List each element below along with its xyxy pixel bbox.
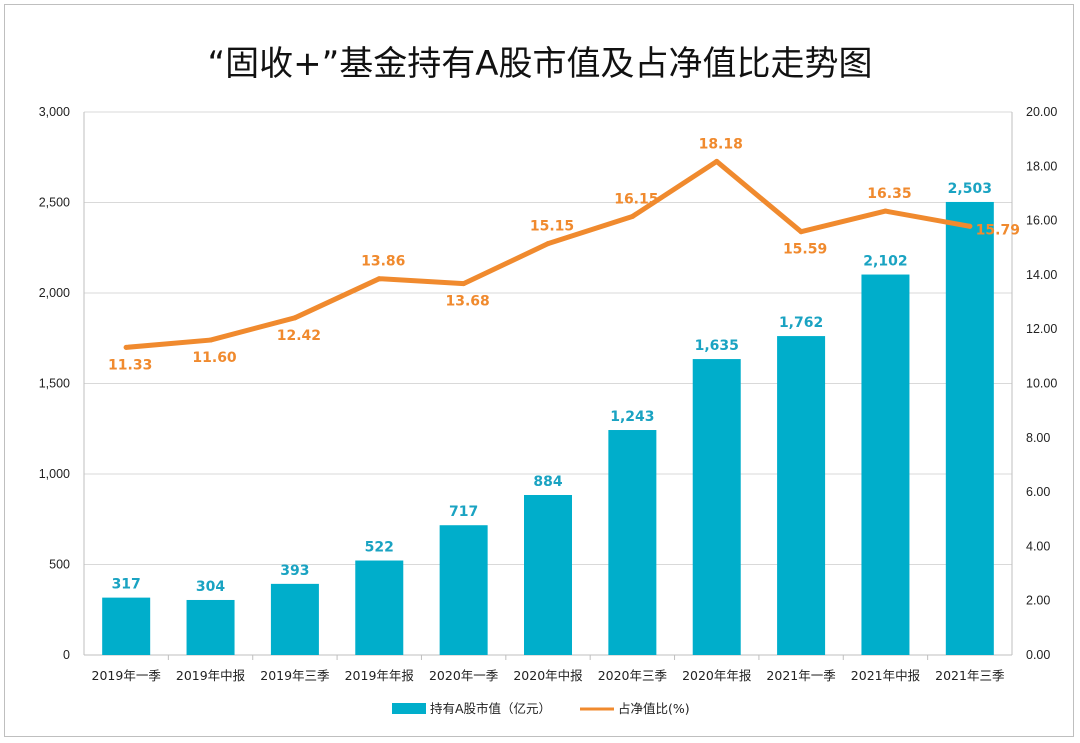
bar-data-label: 717 [449,504,478,520]
x-tick-label: 2019年中报 [176,668,246,683]
y-left-tick-label: 3,000 [39,105,70,119]
bar-data-label: 2,503 [948,181,992,197]
bar-data-label: 304 [196,579,225,595]
line-point [714,158,720,164]
legend-bar-label: 持有A股市值（亿元） [430,701,551,716]
line-data-label: 15.79 [976,222,1020,238]
y-left-tick-label: 2,500 [39,196,70,210]
bar [102,597,151,655]
line-point [376,276,382,282]
y-left-tick-label: 2,000 [39,286,70,300]
line-point [545,241,551,247]
line-point [208,337,214,343]
x-tick-label: 2020年三季 [598,668,668,683]
line-point [798,229,804,235]
line-data-label: 18.18 [699,136,743,152]
bar [692,359,741,655]
line-data-label: 12.42 [277,328,321,344]
line-data-label: 11.60 [192,350,237,366]
y-right-tick-label: 14.00 [1026,268,1057,282]
y-left-tick-label: 500 [49,558,70,572]
y-left-tick-label: 1,500 [39,377,70,391]
line-data-label: 16.15 [614,192,658,208]
line-point [629,214,635,220]
y-left-tick-label: 1,000 [39,467,70,481]
chart-title: “固收+”基金持有A股市值及占净值比走势图 [207,44,873,84]
x-tick-label: 2019年年报 [345,668,415,683]
bar-data-label: 1,635 [695,338,739,354]
line-data-label: 16.35 [867,186,911,202]
y-right-tick-label: 16.00 [1026,214,1057,228]
bar [945,201,994,655]
bar-data-label: 884 [533,474,562,490]
line-point [882,208,888,214]
bar [777,336,826,655]
bar [355,560,404,655]
bar-data-label: 393 [280,563,309,579]
bar-data-label: 1,243 [610,409,654,425]
x-tick-label: 2021年三季 [935,668,1005,683]
legend-bar-swatch [392,703,426,714]
x-tick-label: 2021年中报 [851,668,921,683]
line-series [123,158,973,350]
bar [270,583,319,655]
y-right-tick-label: 0.00 [1026,648,1050,662]
line-point [292,315,298,321]
line-data-label: 11.33 [108,357,152,373]
x-tick-label: 2019年一季 [92,668,162,683]
x-tick-label: 2020年中报 [513,668,583,683]
bar [608,430,657,655]
x-tick-label: 2021年一季 [766,668,836,683]
y-right-tick-label: 18.00 [1026,159,1057,173]
bar [524,494,572,655]
y-right-tick-label: 10.00 [1026,377,1057,391]
line-point [461,281,467,287]
line-data-label: 13.68 [445,294,489,310]
y-right-tick-label: 12.00 [1026,322,1057,336]
line-data-label: 15.59 [783,242,827,258]
bar-data-label: 317 [112,577,141,593]
x-tick-label: 2020年年报 [682,668,752,683]
y-right-tick-label: 20.00 [1026,105,1057,119]
legend-line-label: 占净值比(%) [618,701,690,716]
bar [186,599,235,655]
line-point [967,223,973,229]
line-point [123,344,129,350]
bar [439,525,488,655]
y-right-tick-label: 2.00 [1026,594,1050,608]
y-left-tick-label: 0 [63,648,70,662]
x-tick-label: 2020年一季 [429,668,499,683]
bar-data-label: 1,762 [779,315,823,331]
x-tick-label: 2019年三季 [260,668,330,683]
y-right-tick-label: 6.00 [1026,485,1050,499]
line-data-label: 15.15 [530,219,574,235]
bar [861,274,910,655]
line-data-label: 13.86 [361,254,405,270]
y-right-tick-label: 8.00 [1026,431,1050,445]
bar-data-label: 522 [365,540,394,556]
y-right-tick-label: 4.00 [1026,539,1050,553]
bar-data-label: 2,102 [863,254,907,270]
